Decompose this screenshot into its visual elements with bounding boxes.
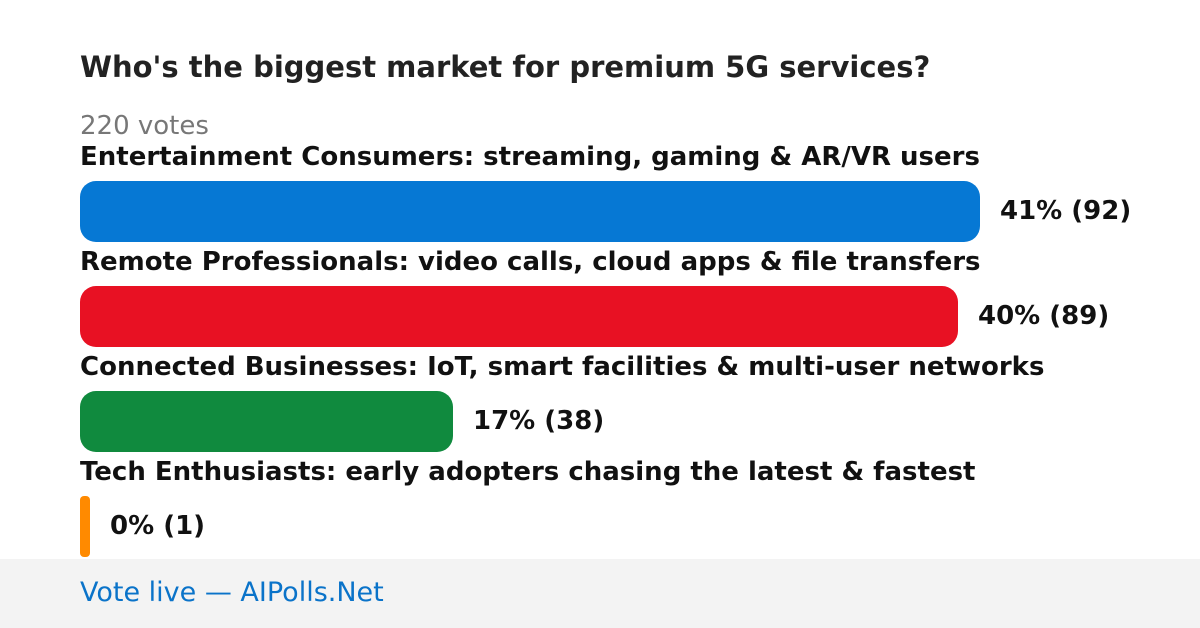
option-bar — [80, 496, 90, 557]
poll-option: Connected Businesses: IoT, smart facilit… — [80, 350, 1180, 452]
option-value-label: 17% (38) — [473, 406, 605, 436]
vote-count: 220 votes — [80, 111, 209, 141]
option-label: Connected Businesses: IoT, smart facilit… — [80, 352, 1045, 382]
poll-option: Tech Enthusiasts: early adopters chasing… — [80, 455, 1180, 557]
poll-option: Entertainment Consumers: streaming, gami… — [80, 140, 1180, 242]
option-value-label: 0% (1) — [110, 511, 206, 541]
option-value-label: 41% (92) — [1000, 196, 1132, 226]
option-bar — [80, 391, 453, 452]
option-label: Remote Professionals: video calls, cloud… — [80, 247, 981, 277]
vote-live-link[interactable]: Vote live — AIPolls.Net — [80, 577, 384, 608]
poll-option: Remote Professionals: video calls, cloud… — [80, 245, 1180, 347]
option-label: Entertainment Consumers: streaming, gami… — [80, 142, 980, 172]
option-bar — [80, 286, 958, 347]
option-value-label: 40% (89) — [978, 301, 1110, 331]
footer-bar: Vote live — AIPolls.Net — [0, 559, 1200, 628]
option-label: Tech Enthusiasts: early adopters chasing… — [80, 457, 976, 487]
poll-question: Who's the biggest market for premium 5G … — [80, 50, 931, 84]
option-bar — [80, 181, 980, 242]
